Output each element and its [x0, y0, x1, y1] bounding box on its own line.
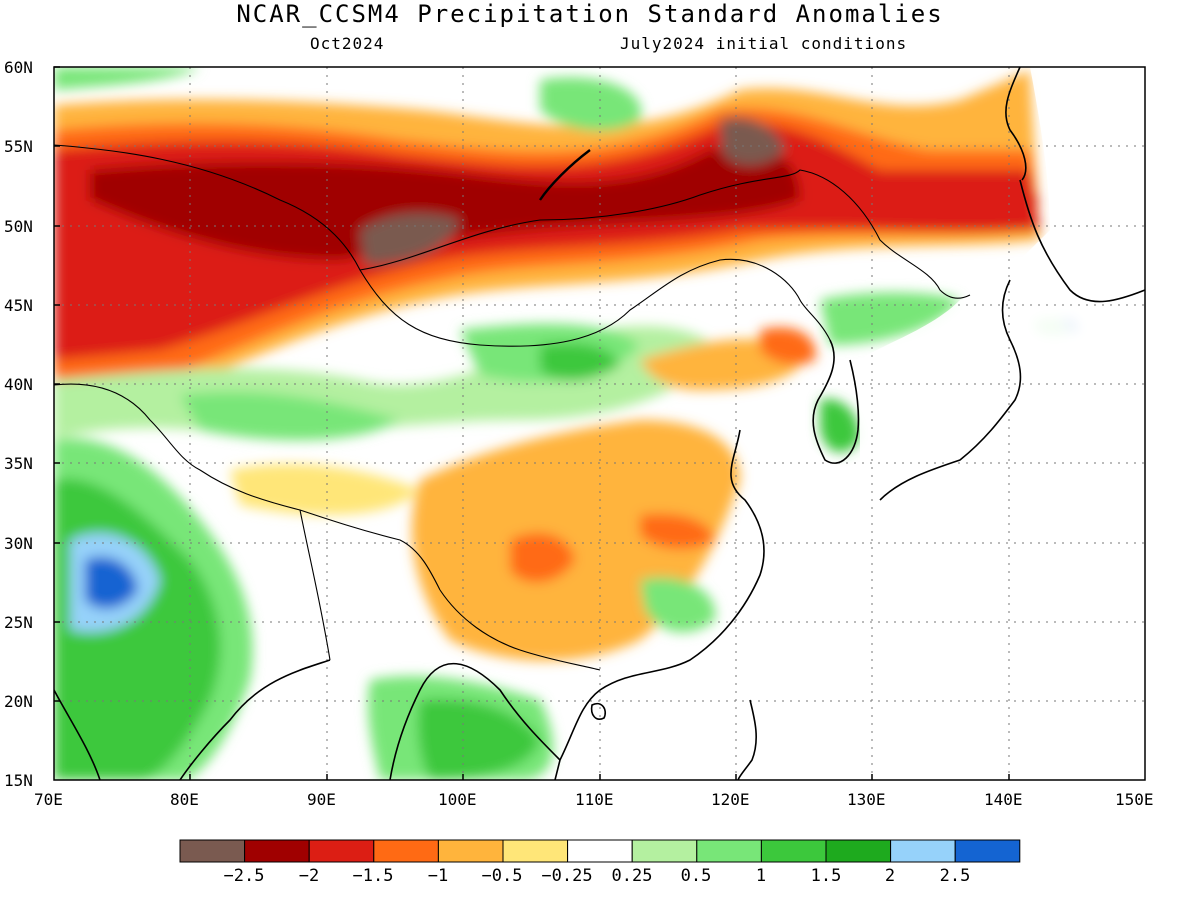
lon-label-90e: 90E [307, 790, 336, 809]
lat-label-25n: 25N [4, 613, 33, 632]
initial-conditions: July2024 initial conditions [620, 34, 908, 53]
coastlines [54, 67, 1145, 780]
colorbar-label: 0.25 [611, 866, 653, 886]
anomaly-field [54, 67, 1145, 780]
colorbar-label: 2.5 [939, 866, 971, 886]
colorbar-label: 2 [884, 866, 896, 886]
axis-ticks [54, 66, 1010, 780]
colorbar-swatch [437, 839, 504, 863]
colorbar-label: 1 [755, 866, 767, 886]
lat-label-30n: 30N [4, 534, 33, 553]
lon-label-80e: 80E [170, 790, 199, 809]
colorbar-swatch [696, 839, 762, 863]
colorbar-swatch [760, 839, 827, 863]
colorbar-swatch [308, 839, 375, 863]
colorbar-label: −2.5 [223, 866, 265, 886]
lon-label-140e: 140E [984, 790, 1023, 809]
colorbar [179, 839, 1021, 863]
colorbar-swatch [179, 839, 246, 863]
colorbar-swatch [954, 839, 1021, 863]
lon-label-150e: 150E [1115, 790, 1154, 809]
lon-label-70e: 70E [34, 790, 63, 809]
lat-label-20n: 20N [4, 692, 33, 711]
colorbar-label: −2 [298, 866, 320, 886]
colorbar-swatch [825, 839, 892, 863]
country-borders [54, 144, 971, 671]
lon-label-100e: 100E [438, 790, 477, 809]
lat-label-55n: 55N [4, 137, 33, 156]
colorbar-label: 0.5 [680, 866, 712, 886]
graticule [54, 67, 1145, 780]
map-title: NCAR_CCSM4 Precipitation Standard Anomal… [236, 0, 944, 28]
colorbar-label: −0.25 [541, 866, 593, 886]
lon-label-120e: 120E [711, 790, 750, 809]
colorbar-swatch [244, 839, 310, 863]
lon-label-130e: 130E [847, 790, 886, 809]
colorbar-swatch [567, 839, 633, 863]
forecast-month: Oct2024 [310, 34, 385, 53]
colorbar-label: 1.5 [810, 866, 842, 886]
colorbar-label: −1 [427, 866, 449, 886]
colorbar-label: −1.5 [352, 866, 394, 886]
colorbar-swatch [502, 839, 569, 863]
colorbar-swatch [373, 839, 439, 863]
lat-label-35n: 35N [4, 454, 33, 473]
lat-label-50n: 50N [4, 217, 33, 236]
lon-label-110e: 110E [575, 790, 614, 809]
lat-label-15n: 15N [4, 771, 33, 790]
colorbar-swatch [890, 839, 956, 863]
lat-label-60n: 60N [4, 58, 33, 77]
colorbar-swatch [631, 839, 698, 863]
colorbar-label: −0.5 [481, 866, 523, 886]
lat-label-40n: 40N [4, 375, 33, 394]
lat-label-45n: 45N [4, 296, 33, 315]
